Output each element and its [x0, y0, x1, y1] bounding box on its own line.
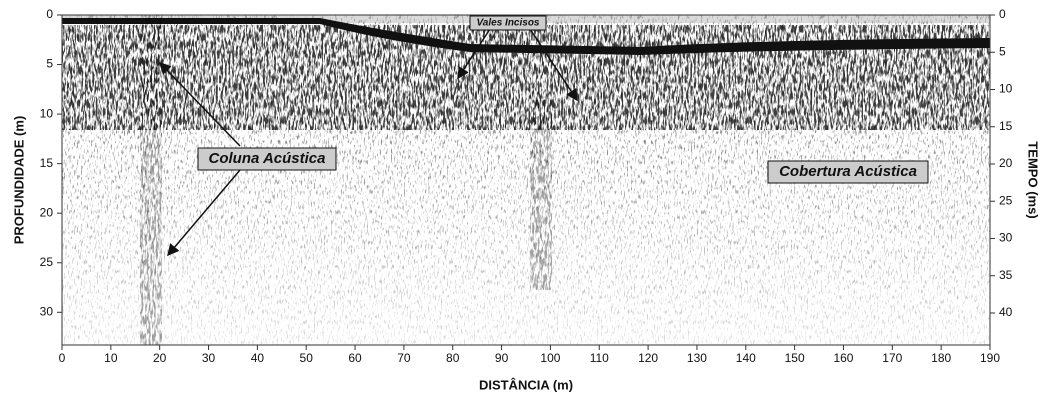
y2-tick-label: 0 [999, 7, 1006, 21]
y-tick-label: 0 [46, 7, 53, 21]
x-tick-label: 90 [495, 351, 509, 365]
x-tick-label: 160 [833, 351, 853, 365]
x-tick-label: 180 [931, 351, 951, 365]
x-tick-label: 30 [202, 351, 216, 365]
annotation: Vales Incisos [477, 18, 540, 29]
y-tick-label: 10 [40, 106, 54, 120]
y2-tick-label: 10 [999, 82, 1013, 96]
y2-tick-label: 40 [999, 305, 1013, 319]
y2-tick-label: 25 [999, 193, 1013, 207]
y2-axis-title: TEMPO (ms) [1026, 141, 1041, 218]
annotation-box [469, 15, 547, 31]
arrow [529, 28, 578, 102]
annotation: Cobertura Acústica [779, 163, 917, 180]
x-tick-label: 50 [300, 351, 314, 365]
x-tick-label: 10 [104, 351, 118, 365]
annotation-box [197, 147, 337, 171]
x-tick-label: 100 [540, 351, 560, 365]
x-tick-label: 190 [980, 351, 1000, 365]
y2-tick-label: 35 [999, 268, 1013, 282]
y-axis-title: PROFUNDIDADE (m) [11, 116, 26, 245]
y2-tick-label: 15 [999, 119, 1013, 133]
y-tick-label: 30 [40, 304, 54, 318]
annotations: Coluna Acústica Vales Incisos Cobertura … [158, 15, 929, 257]
arrow [167, 169, 241, 257]
x-axis-title: DISTÂNCIA (m) [479, 377, 573, 392]
plot-frame [61, 14, 991, 346]
x-tick-label: 40 [251, 351, 265, 365]
x-tick-label: 170 [882, 351, 902, 365]
y-tick-label: 20 [40, 205, 54, 219]
x-tick-label: 0 [59, 351, 66, 365]
x-tick-label: 140 [736, 351, 756, 365]
annotation-box [767, 160, 929, 184]
x-tick-label: 130 [687, 351, 707, 365]
arrow [457, 28, 491, 80]
x-tick-label: 60 [348, 351, 362, 365]
y2-tick-label: 5 [999, 44, 1006, 58]
annotation: Coluna Acústica [209, 150, 326, 167]
x-tick-label: 20 [153, 351, 167, 365]
x-tick-label: 120 [638, 351, 658, 365]
y-tick-label: 5 [46, 57, 53, 71]
y2-tick-label: 20 [999, 156, 1013, 170]
x-tick-label: 150 [785, 351, 805, 365]
x-tick-label: 70 [397, 351, 411, 365]
x-tick-label: 110 [590, 351, 609, 365]
y-tick-label: 25 [40, 255, 54, 269]
y-tick-label: 15 [40, 156, 54, 170]
arrow [158, 61, 241, 147]
x-tick-label: 80 [446, 351, 460, 365]
y2-tick-label: 30 [999, 231, 1013, 245]
